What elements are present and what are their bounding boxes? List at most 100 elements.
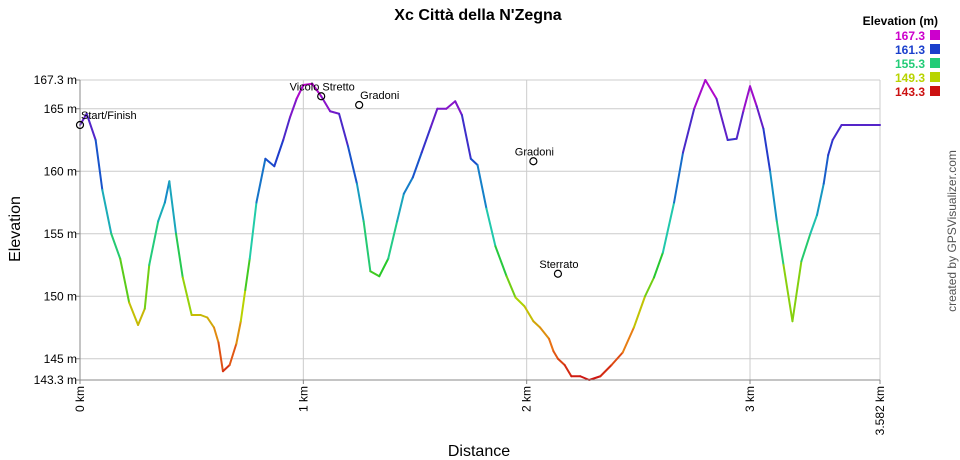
- elevation-segment: [175, 232, 184, 279]
- elevation-segment: [539, 326, 551, 340]
- elevation-segment: [128, 301, 140, 326]
- elevation-segment: [264, 157, 276, 168]
- elevation-segment: [235, 320, 242, 345]
- elevation-segment: [119, 257, 131, 304]
- elevation-segment: [579, 375, 591, 381]
- elevation-segment: [143, 264, 151, 310]
- elevation-segment: [329, 110, 341, 115]
- elevation-segment: [514, 296, 526, 308]
- elevation-segment: [755, 105, 765, 130]
- waypoint-label: Sterrato: [539, 259, 578, 271]
- elevation-segment: [320, 95, 332, 113]
- axes: 143.3 m 145 m 150 m 155 m 160 m 165 m 167.3 m 0…: [34, 73, 887, 435]
- elevation-segment: [244, 257, 251, 291]
- elevation-segment: [199, 314, 209, 319]
- elevation-segment: [110, 232, 122, 260]
- elevation-segment: [148, 220, 160, 266]
- y-tick-label: 143.3 m: [34, 373, 77, 387]
- elevation-segment: [239, 289, 247, 323]
- elevation-segment: [411, 151, 423, 179]
- elevation-segment: [735, 110, 745, 140]
- legend-label: 149.3: [895, 71, 925, 85]
- elevation-segment: [505, 275, 517, 299]
- elevation-segment: [157, 201, 166, 223]
- elevation-segment: [563, 364, 573, 378]
- elevation-segment: [79, 112, 88, 126]
- legend-label: 167.3: [895, 29, 925, 43]
- elevation-segment: [469, 157, 479, 166]
- y-tick-label: 150 m: [44, 289, 77, 303]
- legend-swatch: [930, 58, 940, 68]
- elevation-segment: [610, 351, 624, 366]
- elevation-segment: [362, 220, 372, 273]
- y-tick-label: 145 m: [44, 352, 77, 366]
- elevation-segment: [460, 114, 472, 160]
- elevation-segment: [552, 350, 559, 360]
- elevation-segment: [749, 85, 758, 108]
- x-tick-label: 0 km: [73, 386, 87, 412]
- y-tick-label: 155 m: [44, 227, 77, 241]
- elevation-segment: [228, 342, 238, 366]
- elevation-segment: [822, 154, 830, 185]
- elevation-segment: [782, 264, 794, 323]
- x-tick-label: 2 km: [520, 386, 534, 412]
- elevation-segment: [588, 375, 602, 381]
- elevation-segment: [693, 79, 707, 110]
- waypoint-marker: [75, 120, 85, 130]
- waypoint-label: Vicolo Stretto: [290, 81, 355, 93]
- elevation-segment: [827, 139, 834, 156]
- elevation-segment: [621, 326, 635, 354]
- elevation-segment: [387, 220, 399, 260]
- x-axis-title: Distance: [448, 443, 510, 460]
- elevation-segment: [599, 364, 613, 378]
- elevation-segment: [454, 100, 463, 116]
- elevation-segment: [809, 214, 819, 235]
- elevation-segment: [704, 79, 718, 100]
- elevation-segment: [632, 295, 647, 329]
- y-tick-label: 167.3 m: [34, 73, 77, 87]
- elevation-segment: [402, 176, 414, 195]
- grid: [79, 79, 881, 381]
- elevation-segment: [532, 320, 542, 329]
- credit-text: created by GPSVisualizer.com: [945, 150, 959, 312]
- elevation-segment: [523, 305, 535, 323]
- elevation-segment: [396, 192, 405, 223]
- y-tick-label: 160 m: [44, 164, 77, 178]
- elevation-segment: [217, 341, 224, 373]
- legend-title: Elevation (m): [863, 14, 938, 28]
- elevation-segment: [715, 97, 729, 141]
- elevation-segment: [682, 107, 696, 154]
- elevation-segment: [163, 180, 171, 204]
- elevation-segment: [347, 145, 358, 185]
- legend-swatch: [930, 72, 940, 82]
- waypoint-annotations: Start/Finish Vicolo Stretto Gradoni Gradoni…: [75, 81, 579, 278]
- elevation-segment: [661, 201, 676, 254]
- x-tick-label: 3 km: [743, 386, 757, 412]
- elevation-segment: [101, 189, 113, 235]
- elevation-segment: [137, 307, 146, 326]
- elevation-segment: [726, 137, 738, 141]
- waypoint-marker: [553, 269, 563, 278]
- elevation-segment: [494, 245, 508, 278]
- elevation-segment: [295, 84, 305, 100]
- elevation-segment: [831, 124, 843, 141]
- x-tick-label: 1 km: [296, 386, 310, 412]
- elevation-segment: [485, 207, 497, 248]
- elevation-segment: [652, 251, 664, 279]
- elevation-segment: [181, 276, 193, 316]
- legend-swatch: [930, 44, 940, 54]
- elevation-segment: [221, 364, 231, 373]
- elevation-segment: [476, 164, 488, 210]
- elevation-line: [79, 79, 881, 381]
- legend-label: 155.3: [895, 57, 925, 71]
- elevation-segment: [255, 157, 267, 204]
- elevation-segment: [168, 180, 178, 235]
- elevation-segment: [775, 220, 785, 266]
- legend-swatch: [930, 86, 940, 96]
- elevation-segment: [273, 139, 285, 168]
- elevation-segment: [673, 151, 685, 204]
- waypoint-marker: [317, 92, 326, 101]
- elevation-segment: [378, 257, 390, 278]
- waypoint-marker: [529, 157, 538, 166]
